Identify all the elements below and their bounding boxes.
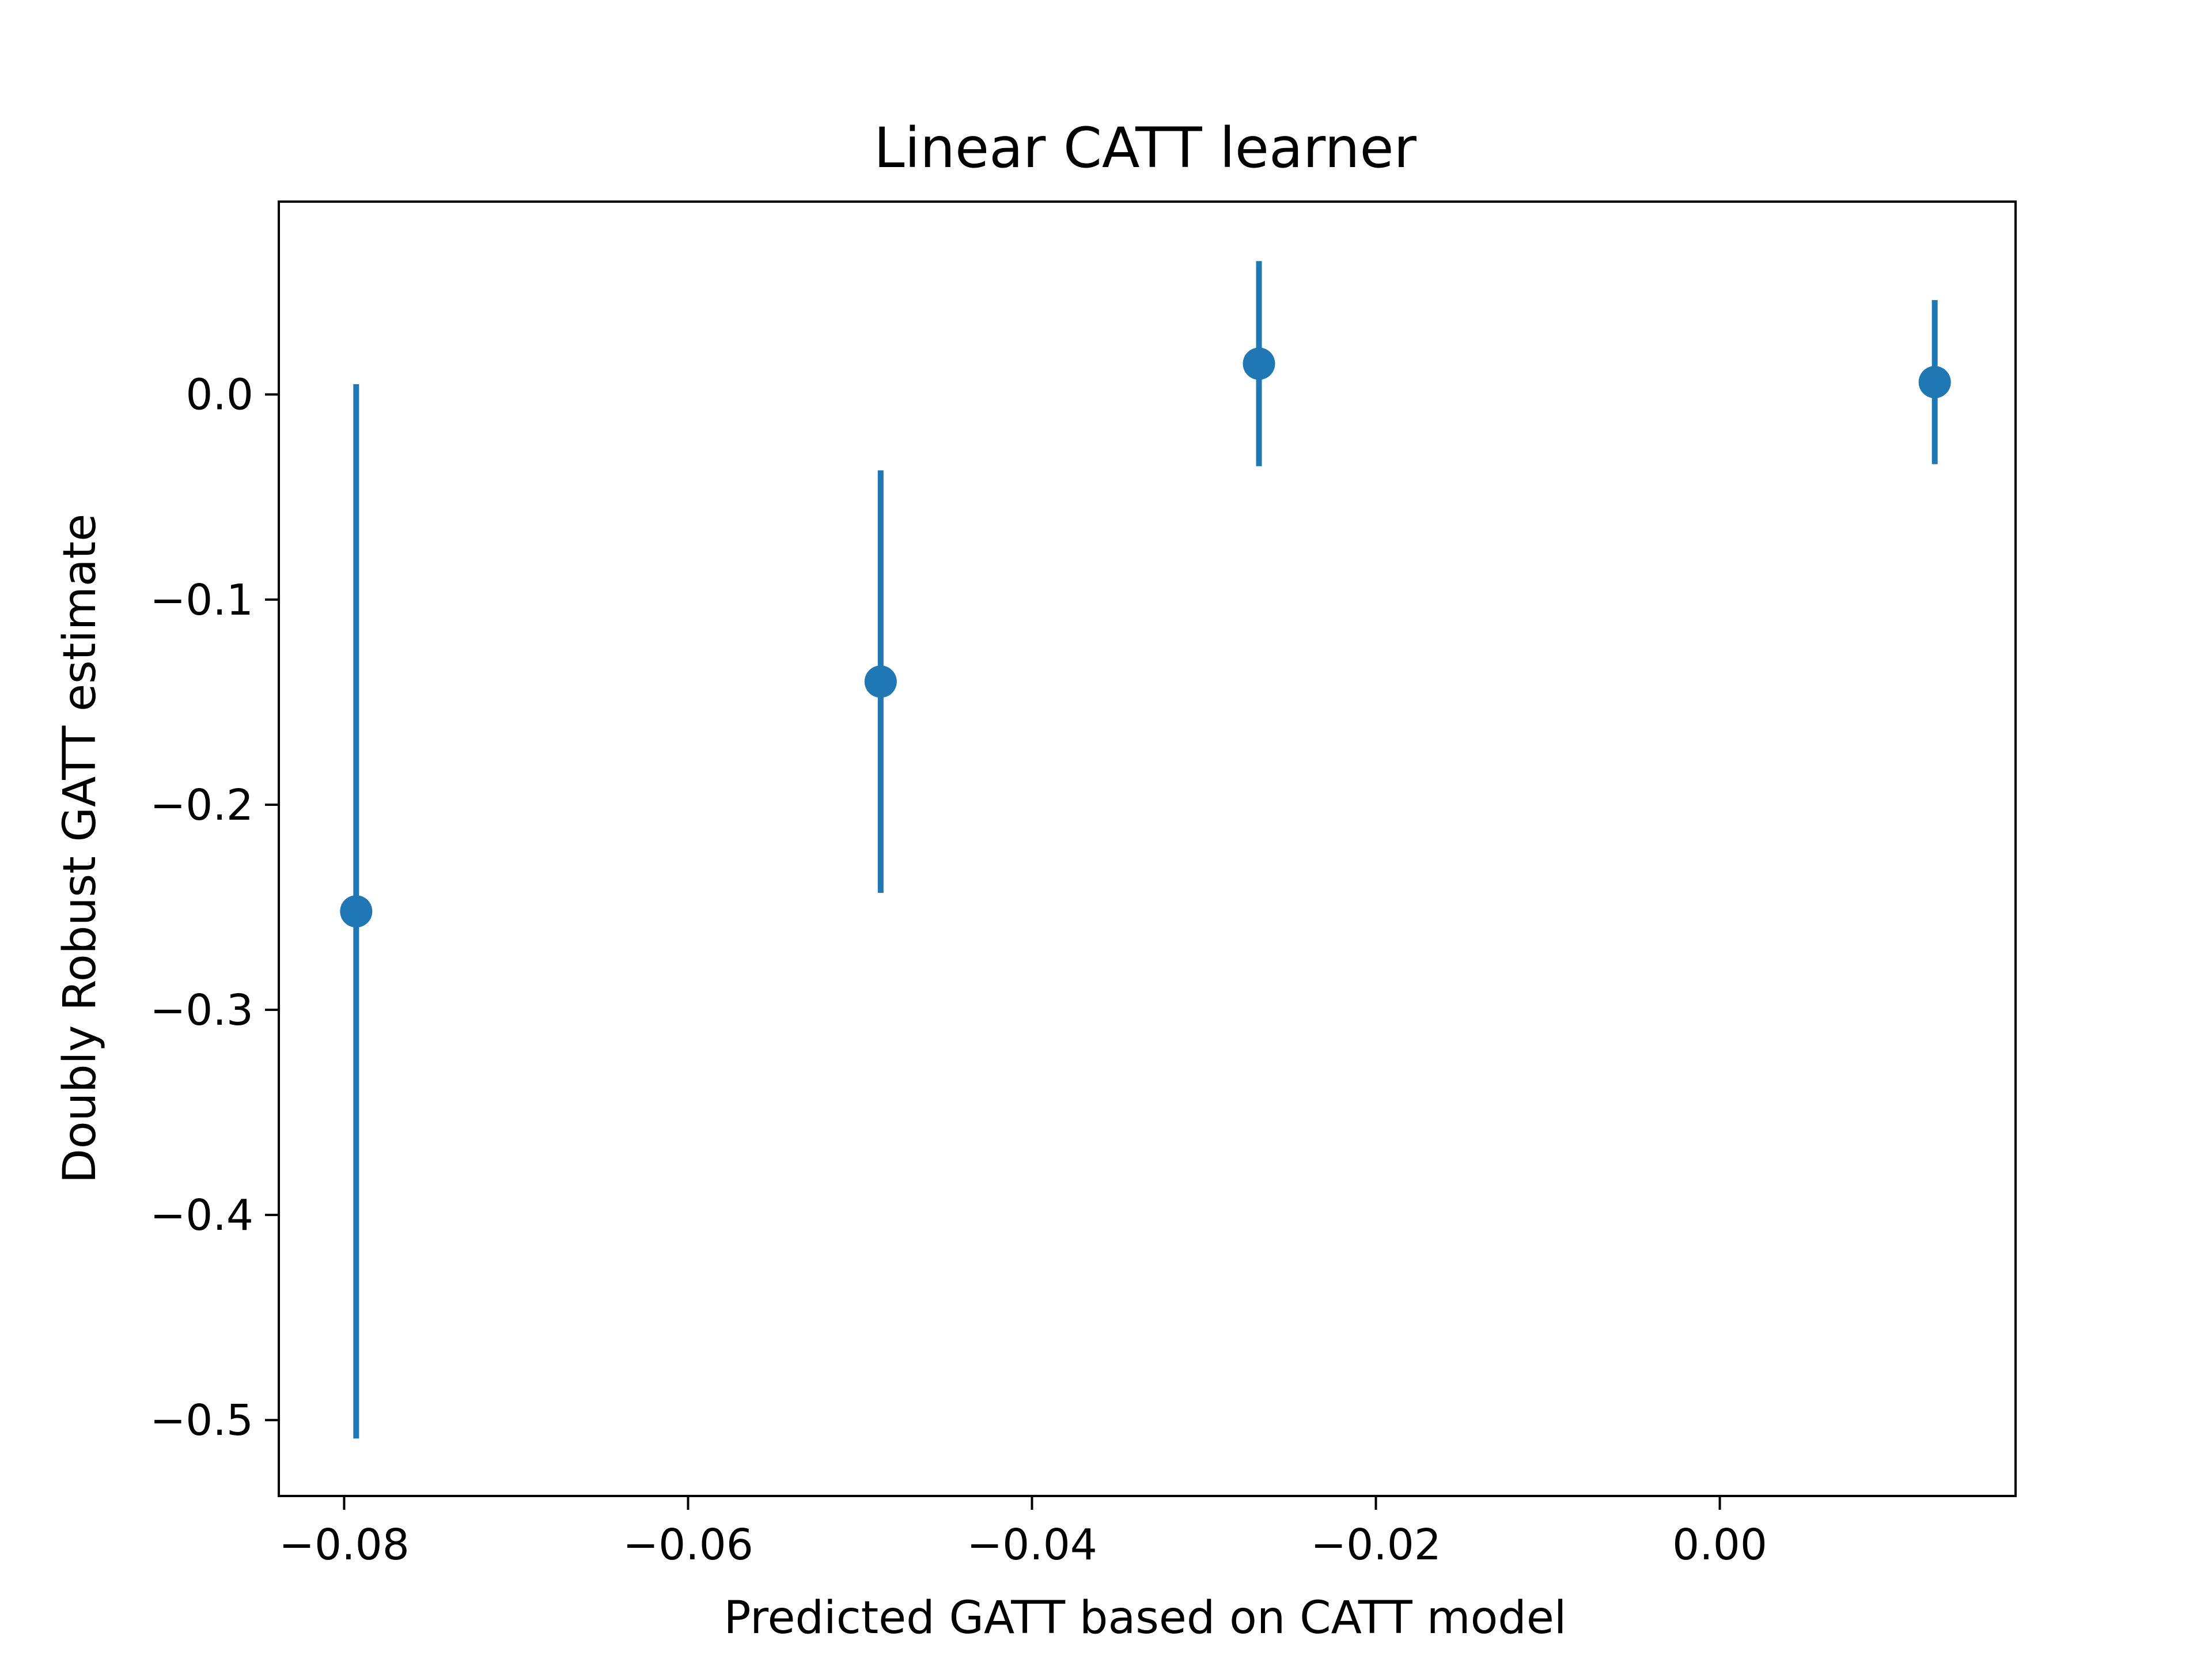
y-tick-label: −0.3	[150, 986, 253, 1035]
y-tick-label: 0.0	[185, 370, 253, 420]
x-axis: −0.08 −0.06 −0.04 −0.02 0.00	[279, 1496, 1767, 1570]
x-tick-label: −0.02	[1310, 1520, 1441, 1570]
plot-frame	[278, 200, 2017, 1497]
x-tick-label: 0.00	[1672, 1520, 1767, 1570]
y-axis-title: Doubly Robust GATT estimate	[54, 514, 106, 1183]
x-tick-label: −0.06	[623, 1520, 753, 1570]
x-tick-label: −0.04	[967, 1520, 1097, 1570]
data-point	[340, 895, 373, 928]
x-axis-title: Predicted GATT based on CATT model	[724, 1592, 1567, 1644]
plot-area	[340, 261, 1951, 1439]
data-point	[1918, 366, 1951, 399]
chart-title: Linear CATT learner	[874, 116, 1416, 180]
y-axis: 0.0 −0.1 −0.2 −0.3 −0.4 −0.5	[150, 370, 279, 1445]
y-tick-label: −0.2	[150, 781, 253, 830]
y-tick-label: −0.5	[150, 1396, 253, 1445]
data-point	[864, 665, 897, 698]
y-tick-label: −0.1	[150, 575, 253, 625]
y-tick-label: −0.4	[150, 1191, 253, 1240]
x-tick-label: −0.08	[279, 1520, 410, 1570]
data-point	[1243, 347, 1275, 380]
